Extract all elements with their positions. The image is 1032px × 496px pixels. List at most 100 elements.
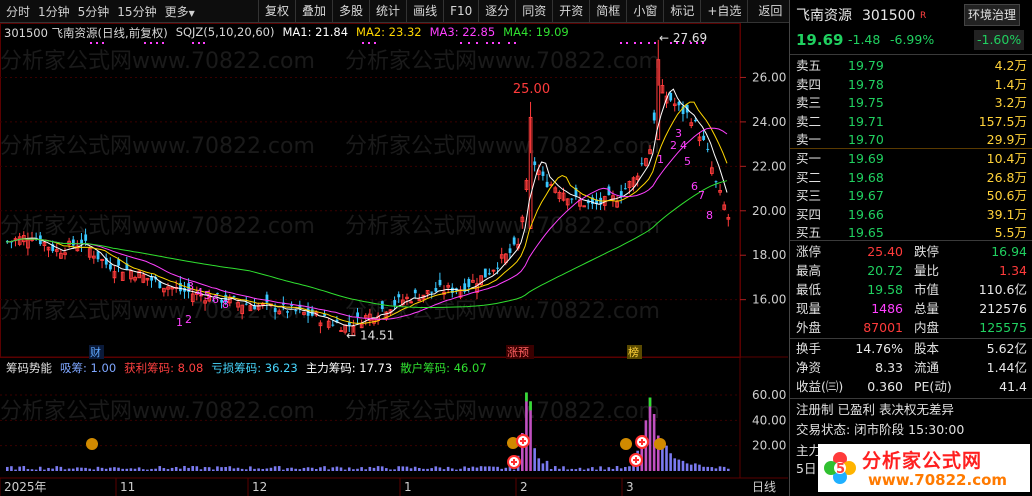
ind-bar [533, 448, 536, 471]
marker-dot [374, 42, 376, 44]
ind-bar [409, 468, 413, 471]
logo-url: www.70822.com [868, 471, 1008, 489]
bid-volume: 10.4万 [986, 151, 1027, 166]
candle-body [190, 293, 195, 302]
marker-dot [203, 42, 205, 44]
ind-bar [669, 453, 672, 471]
ma-line-5 [5, 88, 728, 327]
candle-body [133, 276, 137, 281]
candle-body [302, 311, 306, 315]
adjust-button[interactable]: 复权 [258, 0, 295, 22]
add-watchlist-button[interactable]: +自选 [700, 0, 747, 22]
stat-label: 市值 [914, 282, 940, 297]
kline-chart[interactable]: 301500 飞南资源(日线,前复权) SQJZ(5,10,20,60) MA1… [0, 23, 788, 496]
trade-state-row: 交易状态: 闭市阶段 15:30:00 [790, 420, 1032, 440]
multi-stock-button[interactable]: 多股 [332, 0, 369, 22]
stat-value: 25.40 [867, 244, 903, 259]
marker-dot [696, 42, 698, 44]
tab-more[interactable]: 更多▼ [165, 3, 195, 20]
ind-bar [434, 466, 438, 471]
marker-dot [682, 42, 684, 44]
ind-bar [426, 468, 429, 471]
ind-bar [628, 466, 631, 471]
tick-button[interactable]: 逐分 [478, 0, 515, 22]
seq-number: 6 [691, 180, 698, 193]
draw-line-button[interactable]: 画线 [406, 0, 443, 22]
fund-row: 收益(㈢) 0.360 PE(动) 41.4 [790, 377, 1032, 397]
ind-bar [10, 466, 13, 471]
ind-bar [166, 469, 170, 471]
high-price-label: ← 27.69 [659, 31, 707, 45]
ind-bar [216, 466, 219, 471]
marker-dot [626, 42, 628, 44]
candle-body [669, 92, 673, 101]
bid-price: 19.66 [848, 206, 884, 222]
ind-bar [591, 467, 594, 471]
ind-bar [282, 469, 285, 471]
ind-bar [570, 468, 574, 471]
candle-body [240, 304, 245, 315]
candle-body [17, 236, 22, 245]
stat-label: 内盘 [914, 320, 940, 335]
ind-bar [207, 467, 211, 471]
toolbar: 分时 1分钟 5分钟 15分钟 更多▼ 复权 叠加 多股 统计 画线 F10 逐… [0, 0, 1032, 23]
candle-body [499, 254, 504, 259]
ind-bar [624, 466, 627, 471]
tag-cai-bg [89, 345, 104, 359]
ind-bar [129, 468, 133, 471]
ind-bar [525, 392, 528, 471]
marker-dot [460, 42, 462, 44]
tab-1min[interactable]: 1分钟 [38, 4, 70, 19]
tab-15min[interactable]: 15分钟 [117, 4, 157, 19]
candle-body [656, 59, 661, 141]
candle-body [87, 248, 92, 258]
tab-intraday[interactable]: 分时 [6, 4, 31, 19]
ind-bar [673, 458, 677, 471]
ind-bar [422, 468, 425, 471]
stat-value: 1.34 [999, 263, 1027, 278]
ind-bar [158, 466, 162, 471]
overlay-button[interactable]: 叠加 [295, 0, 332, 22]
bid-label: 买一 [796, 151, 822, 166]
marker-dot [640, 42, 642, 44]
stock-code: 301500 [862, 8, 916, 24]
marker-dot [468, 42, 470, 44]
candle-body [434, 287, 438, 292]
back-button[interactable]: 返回 [747, 0, 792, 22]
watermark-text: 分析家公式网www.70822.com [345, 214, 660, 239]
ind-bar [677, 459, 681, 471]
stat-value: 19.58 [867, 282, 903, 297]
tab-5min[interactable]: 5分钟 [77, 4, 110, 19]
ind-bar [55, 466, 59, 471]
candle-body [726, 217, 731, 220]
ind-bar [702, 466, 705, 471]
candle-body [536, 170, 541, 175]
ask-row: 卖五 19.79 4.2万 [790, 56, 1032, 76]
same-fund-button[interactable]: 同资 [515, 0, 552, 22]
candle-body [368, 313, 372, 321]
sector-button[interactable]: 环境治理 [964, 4, 1021, 26]
ind-bar [603, 469, 606, 471]
stats-button[interactable]: 统计 [369, 0, 406, 22]
ind-tick-label: 20.00 [752, 439, 786, 453]
candle-body [318, 322, 323, 327]
marker-dot [362, 42, 364, 44]
mark-button[interactable]: 标记 [663, 0, 700, 22]
stat-value: 16.94 [991, 244, 1027, 259]
candle-body [565, 198, 570, 206]
ind-bar [722, 466, 726, 471]
ind-bar [558, 468, 561, 471]
f10-button[interactable]: F10 [443, 0, 478, 22]
candle-body [67, 240, 72, 245]
candle-body [179, 282, 182, 292]
ind-bar [389, 469, 392, 471]
ind-bar [113, 467, 116, 471]
candle-body [672, 103, 677, 107]
marker-dot [368, 42, 370, 44]
ind-bar [220, 467, 223, 471]
open-fund-button[interactable]: 开资 [552, 0, 589, 22]
ind-bar [648, 397, 652, 471]
small-window-button[interactable]: 小窗 [626, 0, 663, 22]
ind-bar [100, 467, 104, 471]
simple-frame-button[interactable]: 简框 [589, 0, 626, 22]
